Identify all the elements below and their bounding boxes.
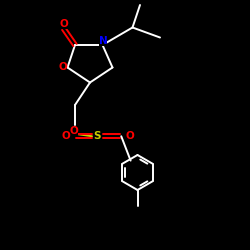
Text: S: S xyxy=(94,131,101,141)
Text: O: O xyxy=(70,126,78,136)
Text: O: O xyxy=(125,131,134,141)
Text: O: O xyxy=(58,62,68,72)
Text: O: O xyxy=(61,131,70,141)
Text: O: O xyxy=(60,19,68,29)
Text: N: N xyxy=(98,36,107,46)
